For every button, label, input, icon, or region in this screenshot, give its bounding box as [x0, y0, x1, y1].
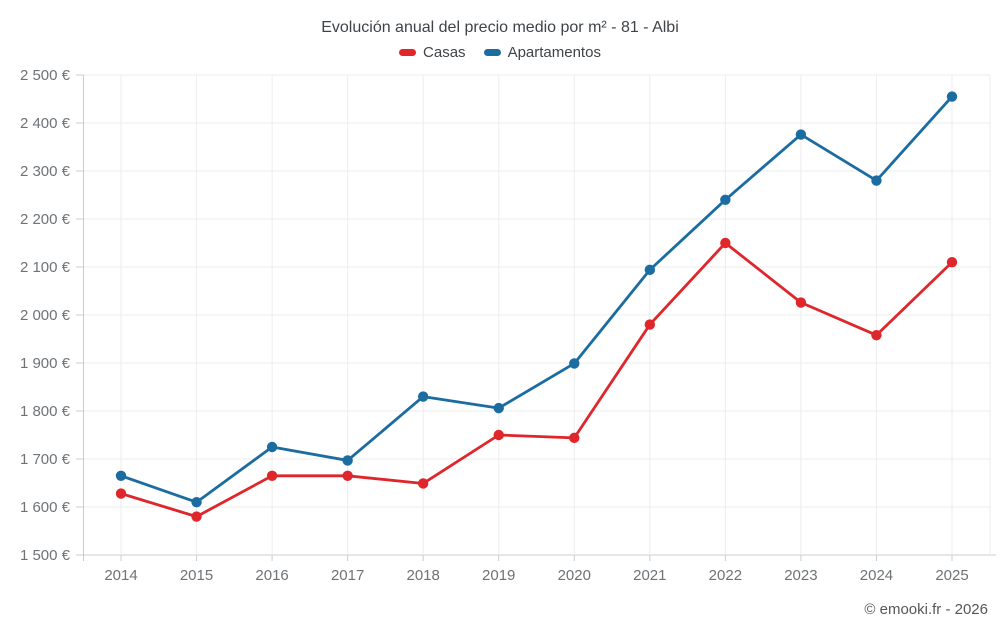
- x-tick-label: 2014: [104, 567, 137, 584]
- y-tick-label: 2 200 €: [20, 211, 71, 228]
- data-point-apartamentos-2014[interactable]: [115, 470, 127, 481]
- y-tick-label: 2 300 €: [20, 163, 71, 180]
- data-point-apartamentos-2021[interactable]: [644, 264, 656, 276]
- data-point-casas-2019[interactable]: [493, 429, 504, 441]
- data-point-casas-2024[interactable]: [871, 329, 882, 341]
- data-point-apartamentos-2025[interactable]: [946, 91, 958, 102]
- x-tick-label: 2021: [633, 567, 666, 584]
- legend-swatch-apartamentos-icon: [483, 49, 501, 56]
- x-tick-label: 2018: [406, 567, 439, 584]
- data-point-casas-2020[interactable]: [569, 432, 580, 444]
- x-tick-label: 2015: [180, 567, 213, 584]
- y-tick-label: 2 100 €: [20, 259, 71, 276]
- x-tick-label: 2023: [784, 567, 817, 584]
- y-tick-label: 2 400 €: [20, 115, 71, 132]
- data-point-apartamentos-2020[interactable]: [569, 358, 580, 369]
- legend-label-casas: Casas: [423, 44, 466, 61]
- y-tick-label: 1 900 €: [20, 355, 71, 372]
- data-point-casas-2018[interactable]: [417, 478, 429, 489]
- y-tick-label: 1 800 €: [20, 403, 71, 420]
- legend-swatch-casas-icon: [399, 49, 417, 56]
- x-tick-label: 2016: [255, 567, 288, 584]
- data-point-casas-2023[interactable]: [795, 297, 807, 308]
- series-line-casas: [119, 241, 954, 518]
- chart-title: Evolución anual del precio medio por m² …: [321, 19, 679, 36]
- x-tick-label: 2024: [860, 567, 893, 584]
- copyright-text: © emooki.fr - 2026: [864, 601, 988, 618]
- y-tick-label: 1 500 €: [20, 547, 71, 564]
- y-tick-label: 1 700 €: [20, 451, 71, 468]
- data-point-apartamentos-2018[interactable]: [417, 391, 429, 402]
- legend-item-casas[interactable]: Casas: [399, 44, 466, 61]
- chart-legend: Casas Apartamentos: [0, 44, 1000, 61]
- data-point-apartamentos-2023[interactable]: [795, 129, 807, 140]
- x-tick-label: 2020: [558, 567, 591, 584]
- data-point-casas-2025[interactable]: [946, 257, 958, 268]
- y-tick-label: 2 500 €: [20, 67, 71, 84]
- y-tick-label: 2 000 €: [20, 307, 71, 324]
- data-point-apartamentos-2016[interactable]: [266, 441, 278, 453]
- data-point-apartamentos-2019[interactable]: [493, 402, 504, 414]
- legend-item-apartamentos[interactable]: Apartamentos: [483, 44, 601, 61]
- data-point-casas-2021[interactable]: [644, 319, 656, 330]
- x-tick-label: 2019: [482, 567, 515, 584]
- x-tick-label: 2017: [331, 567, 364, 584]
- y-tick-label: 1 600 €: [20, 499, 71, 516]
- data-point-casas-2014[interactable]: [115, 488, 127, 499]
- x-tick-label: 2022: [709, 567, 742, 584]
- data-point-casas-2016[interactable]: [266, 470, 278, 481]
- series-line-apartamentos: [119, 95, 954, 504]
- data-point-casas-2022[interactable]: [720, 237, 731, 249]
- data-point-casas-2015[interactable]: [191, 511, 202, 522]
- legend-label-apartamentos: Apartamentos: [507, 44, 601, 61]
- data-point-apartamentos-2017[interactable]: [342, 455, 353, 466]
- x-tick-label: 2025: [935, 567, 968, 584]
- data-point-casas-2017[interactable]: [342, 470, 353, 481]
- data-point-apartamentos-2022[interactable]: [720, 194, 731, 205]
- data-point-apartamentos-2015[interactable]: [191, 497, 202, 508]
- data-point-apartamentos-2024[interactable]: [871, 175, 882, 186]
